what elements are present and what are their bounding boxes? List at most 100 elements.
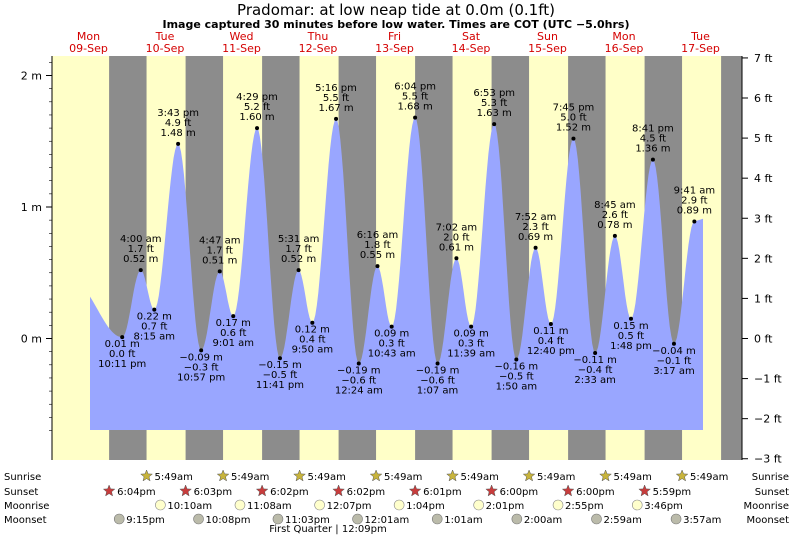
tide-label: 1.7 ft [285, 244, 311, 255]
tide-label: 7:45 pm [553, 103, 595, 114]
tide-label: 0.51 m [202, 255, 237, 266]
sunrise-time: 5:49am [231, 472, 269, 483]
tide-point [548, 322, 553, 327]
tide-label: 4.9 ft [165, 118, 191, 129]
tide-label: 10:57 pm [177, 372, 225, 383]
tide-point [375, 264, 380, 269]
right-tick-label: −3 ft [754, 453, 782, 466]
tide-label: 1.48 m [161, 128, 196, 139]
tide-label: 0.3 ft [458, 339, 484, 350]
right-tick-label: −1 ft [754, 373, 782, 386]
row-label-left: Sunrise [4, 472, 41, 483]
day-name: Thu [307, 30, 329, 43]
right-tick-label: 7 ft [754, 52, 773, 65]
tide-points [120, 115, 697, 366]
sunrise-time: 5:49am [384, 472, 422, 483]
sunrise-time: 5:49am [614, 472, 652, 483]
tide-label: 10:11 pm [98, 359, 146, 370]
tide-label: 0.09 m [374, 329, 409, 340]
tide-label: 3:43 pm [157, 108, 199, 119]
moonset-icon [193, 513, 204, 525]
tide-label: −0.16 m [495, 362, 539, 373]
row-label-left: Moonset [4, 515, 47, 526]
tide-point [277, 356, 282, 361]
moonrise-icon [631, 499, 643, 511]
tide-label: 0.52 m [281, 254, 316, 265]
day-date: 17-Sep [681, 42, 720, 55]
day-name: Tue [690, 30, 710, 43]
day-name: Mon [77, 30, 100, 43]
tide-point [514, 357, 519, 362]
day-date: 14-Sep [452, 42, 491, 55]
moonset-icon [352, 513, 363, 525]
tide-label: 1.7 ft [207, 245, 233, 256]
tide-label: −0.4 ft [578, 365, 613, 376]
tide-point [120, 335, 125, 340]
right-tick-label: −2 ft [754, 413, 782, 426]
row-label-left: Sunset [4, 487, 38, 498]
sunset-time: 6:00pm [576, 487, 615, 498]
day-name: Sat [462, 30, 481, 43]
tide-label: 0.5 ft [618, 331, 644, 342]
tide-label: 2:33 am [574, 375, 616, 386]
sunset-icon [638, 484, 651, 497]
tide-point [176, 141, 181, 146]
tide-label: −0.3 ft [184, 362, 219, 373]
tide-point [571, 136, 576, 141]
sunset-time: 6:02pm [270, 487, 309, 498]
sunrise-icon [599, 469, 612, 482]
tide-point [454, 256, 459, 261]
sunrise-icon [675, 469, 689, 482]
tide-label: −0.5 ft [263, 370, 298, 381]
tide-point [389, 324, 394, 329]
night-band [721, 56, 742, 460]
tide-label: 0.89 m [677, 205, 712, 216]
tide-point [533, 245, 538, 250]
tide-point [199, 348, 204, 353]
tide-label: 0.01 m [105, 339, 140, 350]
moonrise-icon [314, 499, 325, 511]
sunrise-icon [522, 469, 536, 482]
right-tick-label: 6 ft [754, 92, 773, 105]
sunset-time: 6:04pm [117, 487, 156, 498]
tide-point [612, 233, 617, 238]
tide-label: −0.5 ft [499, 372, 534, 383]
moonset-time: 12:01am [365, 515, 410, 526]
tide-label: 0.55 m [360, 250, 395, 261]
tide-label: 11:39 am [447, 349, 495, 360]
tide-label: 5.5 ft [323, 93, 349, 104]
sunset-icon [332, 484, 345, 497]
tide-label: 4.5 ft [640, 134, 666, 145]
moonrise-time: 12:07pm [327, 501, 372, 512]
left-tick-label: 0 m [21, 333, 42, 346]
tide-label: 8:41 pm [632, 124, 674, 135]
tide-point [334, 116, 339, 121]
axes: 2 m 1 m 0 m 7 ft 6 ft 5 ft 4 ft 3 ft 2 ft 1 ft 0 f… [21, 52, 783, 466]
tide-label: 2.6 ft [602, 210, 628, 221]
tide-label: 1.7 ft [128, 244, 154, 255]
tide-label: 2.3 ft [522, 222, 548, 233]
sunrise-icon [216, 469, 230, 482]
sunset-time: 6:02pm [347, 487, 386, 498]
sunrise-icon [369, 469, 383, 482]
right-tick-label: 4 ft [754, 172, 773, 185]
left-tick-label: 2 m [21, 70, 42, 83]
tide-point [469, 324, 474, 329]
tide-point [671, 341, 676, 346]
day-name: Sun [537, 30, 558, 43]
row-label-right: Moonset [747, 515, 790, 526]
tide-label: −0.15 m [258, 360, 302, 371]
tide-label: 0.09 m [454, 329, 489, 340]
moonset-icon [591, 513, 602, 525]
moonset-icon [272, 513, 284, 525]
moon-phase: First Quarter | 12:09pm [269, 524, 387, 535]
sunset-icon [561, 484, 575, 497]
tide-point [413, 115, 418, 120]
sunset-icon [102, 484, 116, 497]
chart-subtitle: Image captured 30 minutes before low wat… [162, 18, 629, 31]
tide-point [152, 307, 157, 312]
day-name: Wed [230, 30, 254, 43]
sunrise-icon [446, 469, 459, 482]
day-name: Fri [388, 30, 401, 43]
moonset-time: 2:00am [524, 515, 562, 526]
